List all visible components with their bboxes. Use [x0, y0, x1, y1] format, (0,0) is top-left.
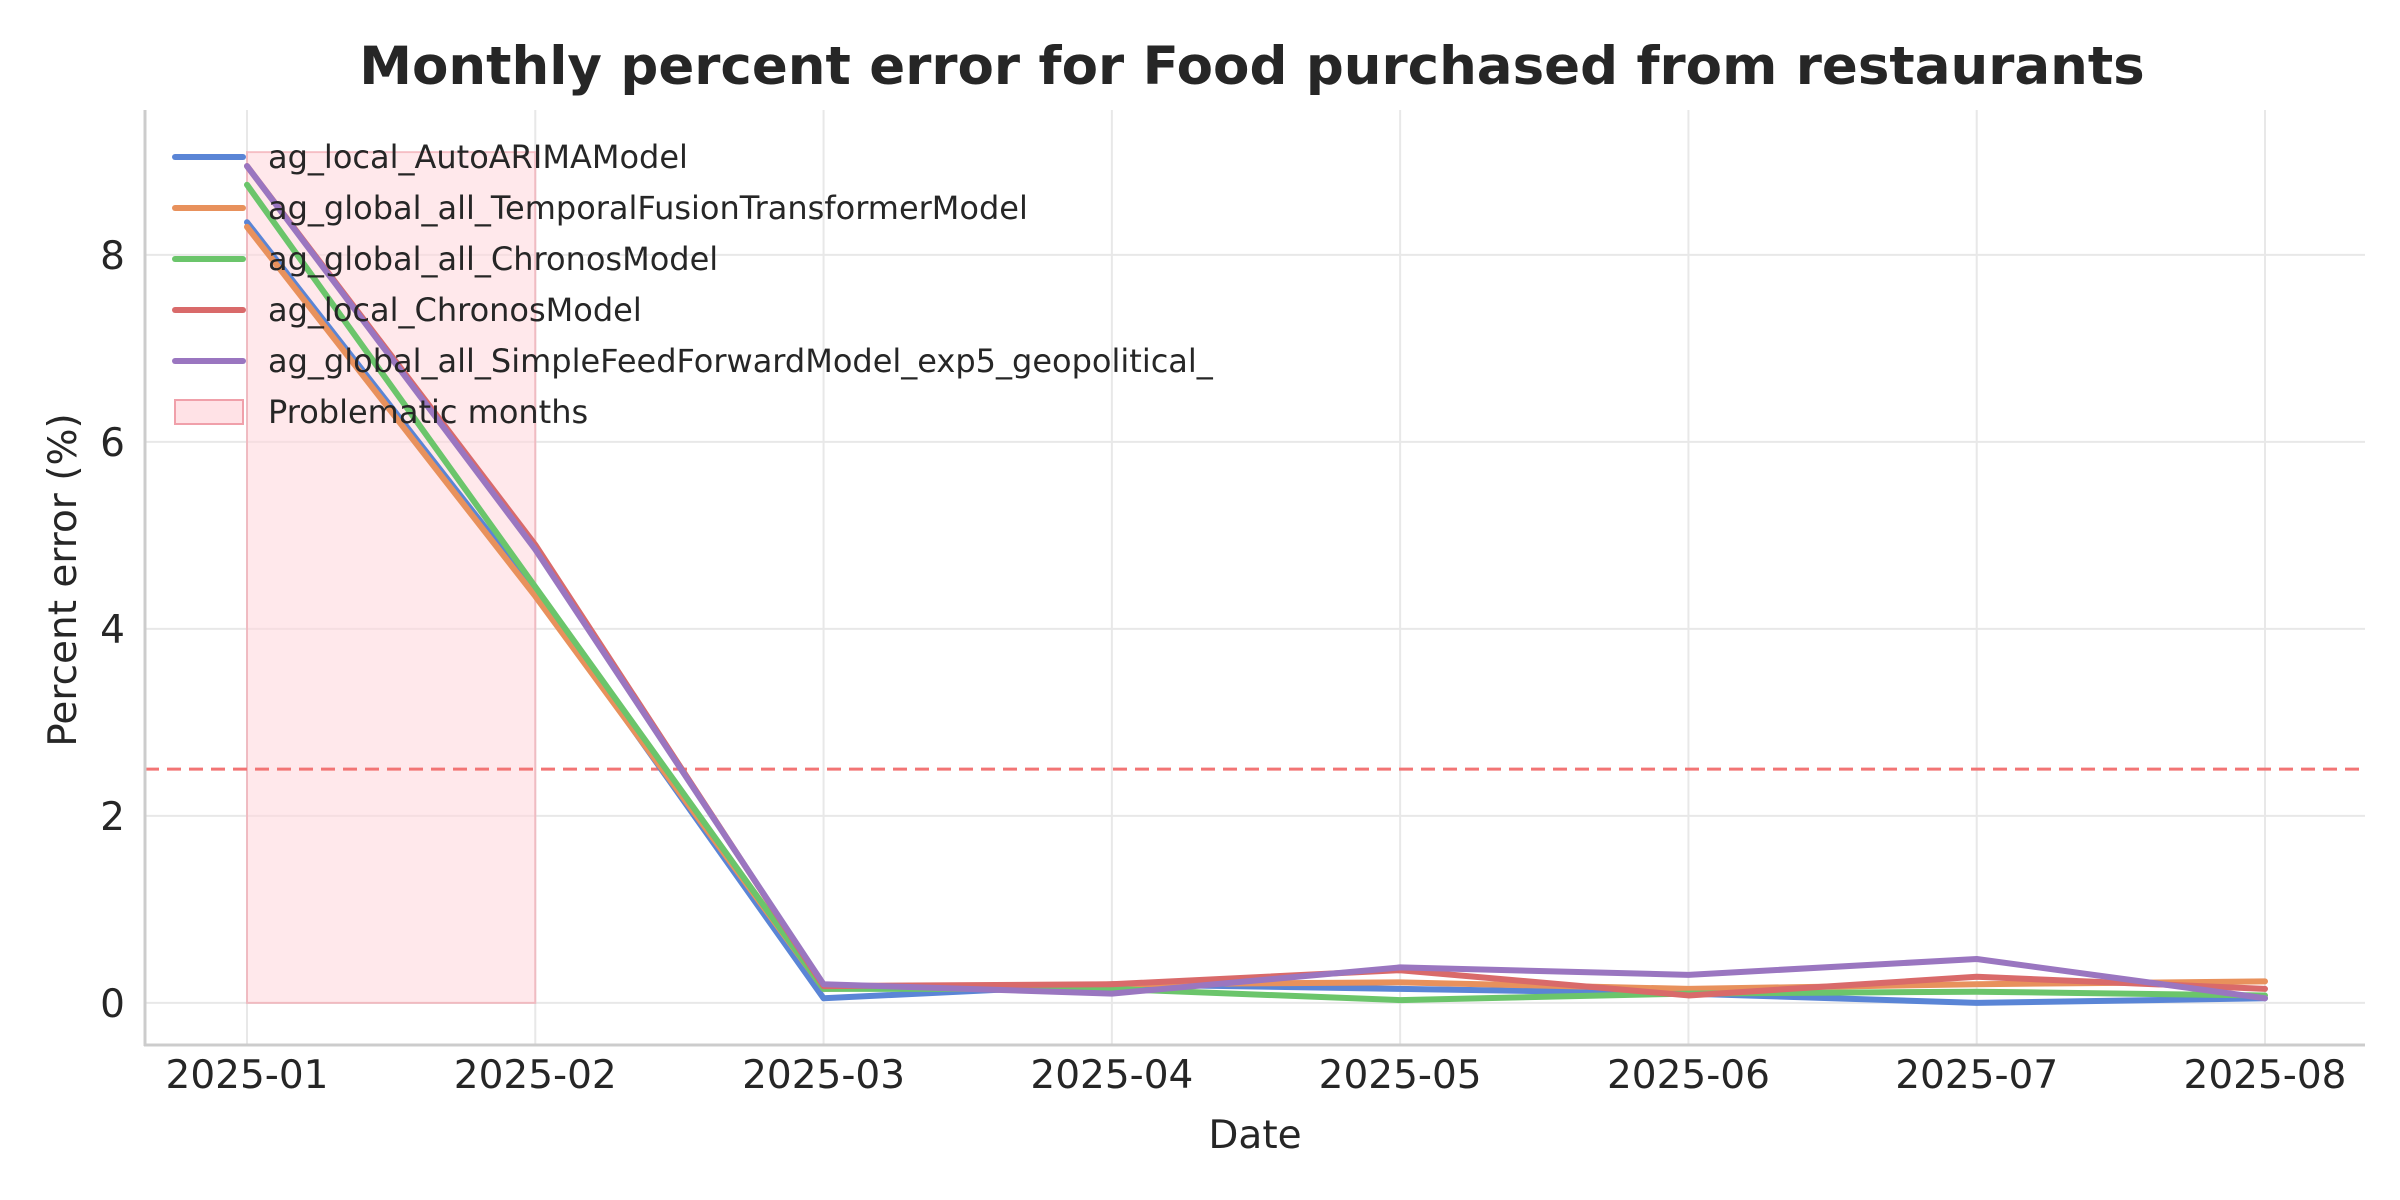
x-tick-label: 2025-04: [1030, 1053, 1193, 1098]
series-line-3: [244, 181, 2268, 1004]
y-axis-label: Percent error (%): [41, 413, 86, 746]
x-tick-label: 2025-06: [1607, 1053, 1770, 1098]
legend-swatch: [174, 399, 244, 425]
x-tick-label: 2025-02: [454, 1053, 617, 1098]
legend-label: ag_local_AutoARIMAModel: [268, 138, 688, 176]
legend-label: ag_global_all_TemporalFusionTransformerM…: [268, 189, 1028, 227]
y-tick-label: 0: [100, 982, 125, 1027]
legend: ag_local_AutoARIMAModel ag_global_all_Tem…: [172, 138, 1214, 431]
problematic-months-region: [246, 151, 537, 1004]
legend-label: ag_global_all_SimpleFeedForwardModel_exp…: [268, 342, 1214, 380]
shaded-region-layer: [246, 151, 537, 1004]
chart-title: Monthly percent error for Food purchased…: [359, 36, 2144, 97]
axes: [143, 110, 2365, 1047]
series-layer: [244, 163, 2268, 1006]
x-tick-label: 2025-08: [2184, 1053, 2347, 1098]
y-tick-label: 4: [100, 608, 125, 653]
legend-label: Problematic months: [268, 393, 588, 431]
x-tick-label: 2025-03: [742, 1053, 905, 1098]
x-axis-label: Date: [1208, 1113, 1301, 1158]
y-tick-label: 8: [100, 234, 125, 279]
y-tick-label: 6: [100, 421, 125, 466]
legend-label: ag_local_ChronosModel: [268, 291, 642, 329]
x-tick-label: 2025-01: [166, 1053, 329, 1098]
x-tick-label: 2025-07: [1895, 1053, 2058, 1098]
y-tick-label: 2: [100, 795, 125, 840]
legend-label: ag_global_all_ChronosModel: [268, 240, 718, 278]
tick-labels: 0 2 4 6 8 2025-01 2025-02 2025-03 2025-04 2025-05…: [100, 234, 2346, 1098]
series-line-5: [244, 163, 2268, 1002]
x-tick-label: 2025-05: [1319, 1053, 1482, 1098]
